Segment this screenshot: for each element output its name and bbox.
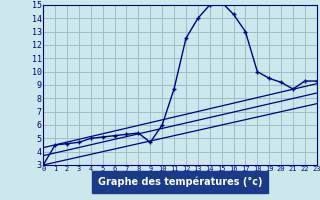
X-axis label: Graphe des températures (°c): Graphe des températures (°c) (98, 177, 262, 187)
